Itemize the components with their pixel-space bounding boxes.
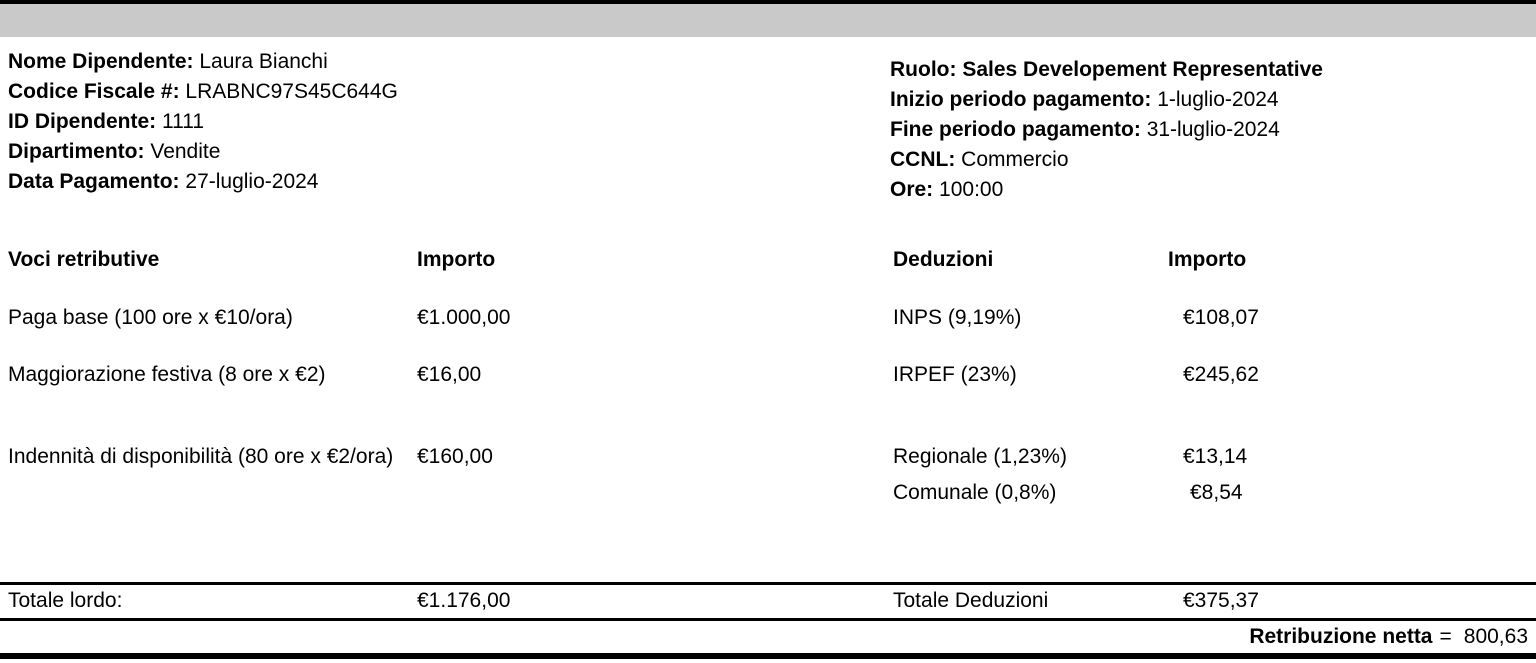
earning-amount: €16,00 <box>417 363 482 386</box>
hours-line: Ore: 100:00 <box>890 175 1323 205</box>
earning-label: Indennità di disponibilità (80 ore x €2/… <box>8 445 394 468</box>
earning-amount: €1.000,00 <box>417 306 511 329</box>
deduction-label: Comunale (0,8%) <box>893 481 1057 504</box>
top-rule <box>0 0 1536 4</box>
role-line: Ruolo: Sales Developement Representative <box>890 55 1323 85</box>
period-info-block: Ruolo: Sales Developement Representative… <box>890 55 1323 205</box>
deductions-total-amount: €375,37 <box>1183 589 1259 612</box>
pay-date-line: Data Pagamento: 27-luglio-2024 <box>8 167 398 197</box>
fiscal-code-line: Codice Fiscale #: LRABNC97S45C644G <box>8 77 398 107</box>
empty-cell <box>410 472 886 508</box>
role-value: Sales Developement Representative <box>962 58 1323 81</box>
earning-label: Maggiorazione festiva (8 ore x €2) <box>8 363 326 386</box>
gross-total-label: Totale lordo: <box>8 589 123 612</box>
period-start-line: Inizio periodo pagamento: 1-luglio-2024 <box>890 85 1323 115</box>
earnings-amount-header-cell: Importo <box>417 248 496 271</box>
deduction-amount: €8,54 <box>1190 481 1243 504</box>
hours-value: 100:00 <box>939 178 1004 201</box>
department-label: Dipartimento: <box>8 140 145 163</box>
header-band <box>0 4 1536 37</box>
net-pay-label: Retribuzione netta <box>1249 624 1433 648</box>
employee-id-value: 1111 <box>162 110 205 133</box>
earning-amount: €160,00 <box>417 445 493 468</box>
deduction-label: Regionale (1,23%) <box>893 445 1067 468</box>
table-row: Maggiorazione festiva (8 ore x €2) €16,0… <box>0 333 1536 390</box>
table-row: Indennità di disponibilità (80 ore x €2/… <box>0 390 1536 472</box>
pay-date-label: Data Pagamento: <box>8 170 180 193</box>
deduction-amount: €13,14 <box>1183 445 1248 468</box>
deduction-label: INPS (9,19%) <box>893 306 1022 329</box>
deductions-amount-header-cell: Importo <box>1168 248 1247 271</box>
empty-cell <box>0 472 410 508</box>
table-row: Paga base (100 ore x €10/ora) €1.000,00 … <box>0 275 1536 333</box>
info-section: Nome Dipendente: Laura Bianchi Codice Fi… <box>0 47 1536 205</box>
net-pay-equals: = <box>1439 624 1452 648</box>
pay-table: Voci retributive Importo Deduzioni Impor… <box>0 245 1536 621</box>
table-row: Comunale (0,8%) €8,54 <box>0 472 1536 508</box>
totals-row: Totale lordo: €1.176,00 Totale Deduzioni… <box>0 583 1536 619</box>
hours-label: Ore: <box>890 178 934 201</box>
deduction-amount: €245,62 <box>1183 363 1259 386</box>
period-end-value: 31-luglio-2024 <box>1146 118 1280 141</box>
employee-name-label: Nome Dipendente: <box>8 50 194 73</box>
deduction-label: IRPEF (23%) <box>893 363 1017 386</box>
deductions-header-cell: Deduzioni <box>893 248 994 271</box>
net-pay-value: 800,63 <box>1463 624 1528 648</box>
empty-cell <box>0 508 410 583</box>
empty-cell <box>886 508 1154 583</box>
earnings-header-cell: Voci retributive <box>8 248 160 271</box>
gross-total-amount: €1.176,00 <box>417 589 511 612</box>
net-pay-row: Retribuzione netta = 800,63 <box>0 621 1536 653</box>
spacer-row <box>0 508 1536 583</box>
deduction-amount: €108,07 <box>1183 306 1259 329</box>
bottom-rule <box>0 652 1536 659</box>
empty-cell <box>1154 508 1536 583</box>
deductions-total-label: Totale Deduzioni <box>893 589 1049 612</box>
ccnl-value: Commercio <box>961 148 1069 171</box>
role-label: Ruolo: <box>890 58 957 81</box>
fiscal-code-label: Codice Fiscale #: <box>8 80 180 103</box>
period-end-line: Fine periodo pagamento: 31-luglio-2024 <box>890 115 1323 145</box>
employee-info-block: Nome Dipendente: Laura Bianchi Codice Fi… <box>8 47 398 197</box>
department-line: Dipartimento: Vendite <box>8 137 398 167</box>
ccnl-line: CCNL: Commercio <box>890 145 1323 175</box>
empty-cell <box>410 508 886 583</box>
employee-name-line: Nome Dipendente: Laura Bianchi <box>8 47 398 77</box>
period-end-label: Fine periodo pagamento: <box>890 118 1141 141</box>
earning-label: Paga base (100 ore x €10/ora) <box>8 306 293 329</box>
period-start-value: 1-luglio-2024 <box>1157 88 1279 111</box>
period-start-label: Inizio periodo pagamento: <box>890 88 1152 111</box>
table-header-row: Voci retributive Importo Deduzioni Impor… <box>0 245 1536 275</box>
fiscal-code-value: LRABNC97S45C644G <box>185 80 398 103</box>
employee-name-value: Laura Bianchi <box>199 50 328 73</box>
ccnl-label: CCNL: <box>890 148 956 171</box>
employee-id-label: ID Dipendente: <box>8 110 157 133</box>
employee-id-line: ID Dipendente: 1111 <box>8 107 398 137</box>
pay-date-value: 27-luglio-2024 <box>185 170 319 193</box>
department-value: Vendite <box>150 140 221 163</box>
